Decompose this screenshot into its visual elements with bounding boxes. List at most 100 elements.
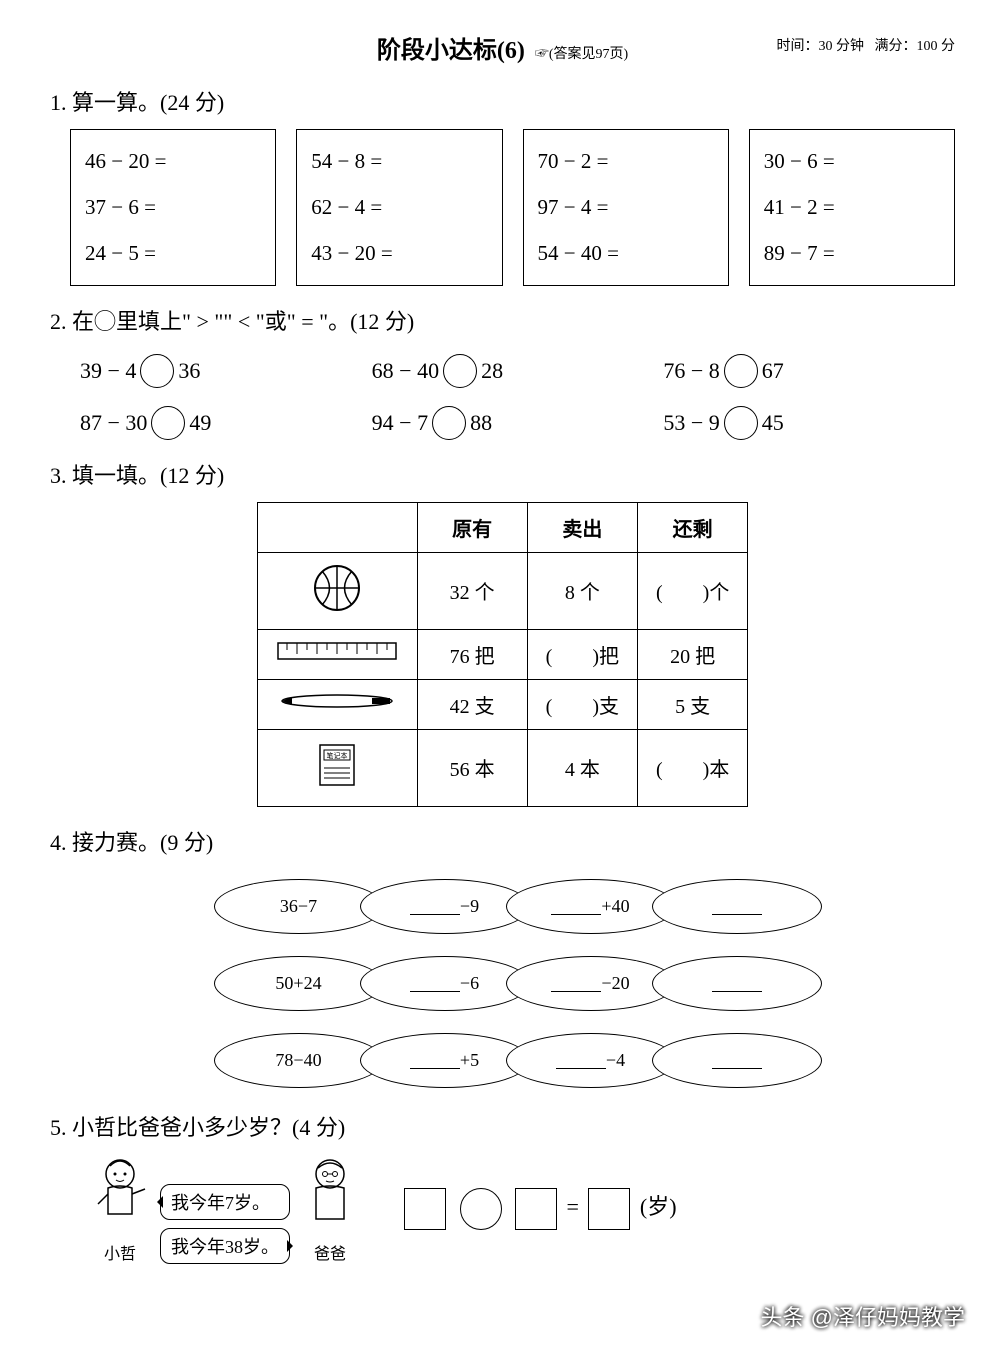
q2-left: 76 − 8 <box>663 358 719 384</box>
oval[interactable]: −4 <box>506 1033 676 1088</box>
q2-left: 53 − 9 <box>663 410 719 436</box>
q1-title: 1. 算一算。(24 分) <box>50 85 955 117</box>
blank[interactable] <box>712 1051 762 1069</box>
speech-bubbles: 我今年7岁。 我今年38岁。 <box>160 1184 290 1264</box>
cell: 8 个 <box>527 552 637 629</box>
q1-eq: 89 − 7 = <box>764 230 940 276</box>
square-blank[interactable] <box>515 1188 557 1230</box>
table-row: 76 把 ( )把 20 把 <box>257 629 748 679</box>
cell: 56 本 <box>417 729 527 806</box>
oval-text: 36−7 <box>280 896 317 917</box>
oval-op: −20 <box>601 973 629 994</box>
blank[interactable] <box>556 1051 606 1069</box>
circle-blank[interactable] <box>443 354 477 388</box>
oval-op: −9 <box>460 896 479 917</box>
blank[interactable] <box>712 974 762 992</box>
oval-op: −4 <box>606 1050 625 1071</box>
oval[interactable] <box>652 1033 822 1088</box>
cell: 32 个 <box>417 552 527 629</box>
q1-eq: 43 − 20 = <box>311 230 487 276</box>
speech-bubble-dad: 我今年38岁。 <box>160 1228 290 1264</box>
blank[interactable] <box>410 897 460 915</box>
square-blank[interactable] <box>588 1188 630 1230</box>
q1-box-1: 46 − 20 = 37 − 6 = 24 − 5 = <box>70 129 276 286</box>
cell: 20 把 <box>638 629 748 679</box>
blank[interactable] <box>712 897 762 915</box>
q1-eq: 46 − 20 = <box>85 138 261 184</box>
oval[interactable]: −20 <box>506 956 676 1011</box>
oval[interactable] <box>652 956 822 1011</box>
circle-blank[interactable] <box>151 406 185 440</box>
q2-item: 87 − 3049 <box>80 406 372 440</box>
cell: 5 支 <box>638 679 748 729</box>
q1-eq: 24 − 5 = <box>85 230 261 276</box>
dad-figure: 爸爸 <box>300 1154 360 1264</box>
question-4: 4. 接力赛。(9 分) 36−7 −9 +40 50+24 −6 −20 78… <box>50 825 955 1088</box>
table-header-row: 原有 卖出 还剩 <box>257 502 748 552</box>
th-blank <box>257 502 417 552</box>
cell[interactable]: ( )支 <box>527 679 637 729</box>
q2-item: 53 − 945 <box>663 406 955 440</box>
cell[interactable]: ( )把 <box>527 629 637 679</box>
oval: 78−40 <box>214 1033 384 1088</box>
q1-eq: 37 − 6 = <box>85 184 261 230</box>
score-text: 满分：100 分 <box>875 39 956 54</box>
blank[interactable] <box>410 1051 460 1069</box>
cell[interactable]: ( )本 <box>638 729 748 806</box>
oval[interactable] <box>652 879 822 934</box>
q1-eq: 54 − 40 = <box>538 230 714 276</box>
oval: 50+24 <box>214 956 384 1011</box>
q2-right: 49 <box>189 410 211 436</box>
blank[interactable] <box>410 974 460 992</box>
circle-blank[interactable] <box>432 406 466 440</box>
oval-op: −6 <box>460 973 479 994</box>
question-3: 3. 填一填。(12 分) 原有 卖出 还剩 32 个 8 个 ( )个 76 … <box>50 458 955 807</box>
oval-op: +40 <box>601 896 629 917</box>
q2-right: 36 <box>178 358 200 384</box>
relay-row: 36−7 −9 +40 <box>80 879 955 934</box>
watermark: 头条 @泽仔妈妈教学 <box>761 1300 965 1332</box>
oval[interactable]: −9 <box>360 879 530 934</box>
cell: 4 本 <box>527 729 637 806</box>
circle-blank[interactable] <box>724 354 758 388</box>
equals: = <box>567 1194 585 1219</box>
oval[interactable]: −6 <box>360 956 530 1011</box>
oval-op: +5 <box>460 1050 479 1071</box>
q4-body: 36−7 −9 +40 50+24 −6 −20 78−40 +5 −4 <box>80 879 955 1088</box>
q1-box-4: 30 − 6 = 41 − 2 = 89 − 7 = <box>749 129 955 286</box>
q2-left: 39 − 4 <box>80 358 136 384</box>
q2-left: 94 − 7 <box>372 410 428 436</box>
oval[interactable]: +40 <box>506 879 676 934</box>
pen-icon <box>257 679 417 729</box>
table-row: 42 支 ( )支 5 支 <box>257 679 748 729</box>
relay-row: 50+24 −6 −20 <box>80 956 955 1011</box>
table-row: 32 个 8 个 ( )个 <box>257 552 748 629</box>
q5-body: 小哲 我今年7岁。 我今年38岁。 爸爸 = (岁) <box>90 1154 955 1264</box>
q2-right: 88 <box>470 410 492 436</box>
time-score: 时间：30 分钟 满分：100 分 <box>777 35 956 55</box>
q5-title: 5. 小哲比爸爸小多少岁？(4 分) <box>50 1110 955 1142</box>
cell[interactable]: ( )个 <box>638 552 748 629</box>
q1-eq: 54 − 8 = <box>311 138 487 184</box>
oval: 36−7 <box>214 879 384 934</box>
relay-row: 78−40 +5 −4 <box>80 1033 955 1088</box>
blank[interactable] <box>551 974 601 992</box>
circle-blank[interactable] <box>724 406 758 440</box>
oval-text: 78−40 <box>275 1050 321 1071</box>
square-blank[interactable] <box>404 1188 446 1230</box>
svg-text:笔记本: 笔记本 <box>327 751 348 760</box>
blank[interactable] <box>551 897 601 915</box>
q3-title: 3. 填一填。(12 分) <box>50 458 955 490</box>
q2-row: 87 − 3049 94 − 7 88 53 − 945 <box>80 406 955 440</box>
ruler-icon <box>257 629 417 679</box>
kid-figure: 小哲 <box>90 1154 150 1264</box>
oval-text: 50+24 <box>275 973 321 994</box>
circle-blank[interactable] <box>140 354 174 388</box>
question-2: 2. 在◯里填上" > "" < "或" = "。(12 分) 39 − 4 36… <box>50 304 955 440</box>
q2-title: 2. 在◯里填上" > "" < "或" = "。(12 分) <box>50 304 955 336</box>
q2-row: 39 − 436 68 − 4028 76 − 867 <box>80 354 955 388</box>
q1-eq: 30 − 6 = <box>764 138 940 184</box>
oval[interactable]: +5 <box>360 1033 530 1088</box>
circle-blank[interactable] <box>460 1188 502 1230</box>
basketball-icon <box>257 552 417 629</box>
